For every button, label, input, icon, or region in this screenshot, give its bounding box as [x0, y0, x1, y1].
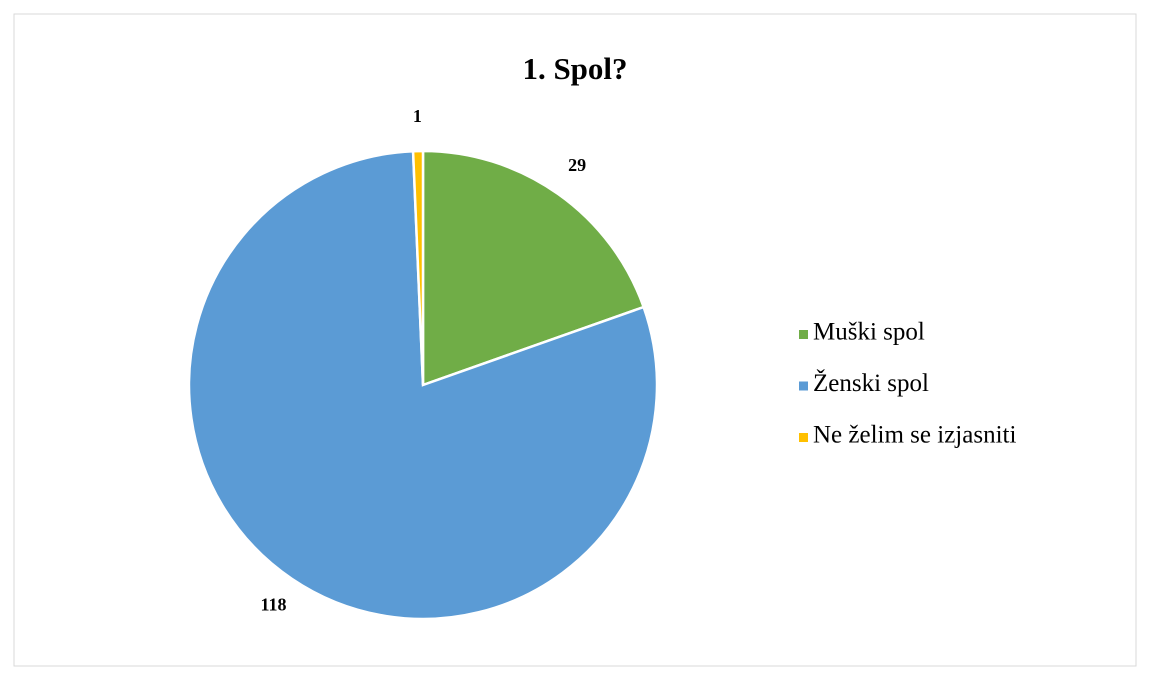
data-label: 29 — [568, 155, 586, 175]
pie-slice — [187, 149, 659, 621]
data-label: 118 — [260, 594, 286, 614]
pie-slice — [411, 149, 425, 386]
legend-label: Ne želim se izjasniti — [813, 422, 1016, 449]
chart-title: 1. Spol? — [522, 51, 627, 86]
legend-marker — [799, 433, 808, 442]
data-label: 1 — [413, 106, 422, 126]
legend-marker — [799, 330, 808, 339]
legend-marker — [799, 381, 808, 391]
legend-label: Muški spol — [813, 319, 925, 346]
legend-label: Ženski spol — [813, 369, 929, 397]
